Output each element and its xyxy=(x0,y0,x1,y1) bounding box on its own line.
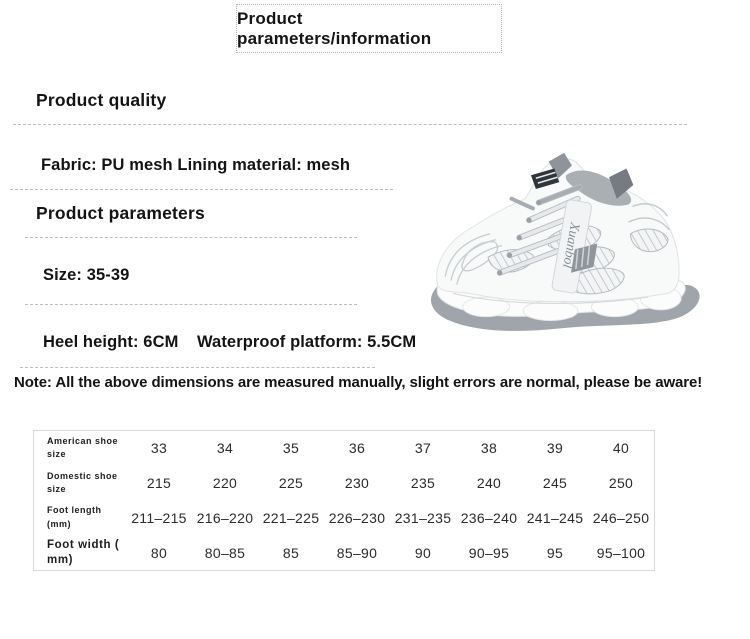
table-cell: 80–85 xyxy=(204,544,246,561)
waterproof-platform-line: Waterproof platform: 5.5CM xyxy=(197,333,417,351)
table-cell: 250 xyxy=(608,475,634,492)
table-cell: 226–230 xyxy=(328,509,386,526)
divider xyxy=(25,304,357,305)
table-cell: 246–250 xyxy=(592,509,650,526)
size-line: Size: 35-39 xyxy=(43,266,130,284)
midsole-seam xyxy=(452,292,649,304)
page-title: Product parameters/information xyxy=(237,8,432,48)
table-cell: 245 xyxy=(542,475,568,492)
heel-tab xyxy=(609,168,634,199)
midsole-lobe xyxy=(462,296,511,318)
table-cell: 95–100 xyxy=(596,544,646,561)
table-cell: 33 xyxy=(150,440,168,457)
table-cell: 38 xyxy=(480,440,498,457)
table-cell: 40 xyxy=(612,440,630,457)
reflective-patch xyxy=(570,243,598,273)
table-cell: 220 xyxy=(212,475,238,492)
table-cell: 225 xyxy=(278,475,304,492)
note-text: Note: All the above dimensions are measu… xyxy=(14,374,703,391)
collar-padding xyxy=(565,170,632,206)
table-cell: 37 xyxy=(414,440,432,457)
page-title-box: Product parameters/information xyxy=(236,4,502,53)
table-cell: 34 xyxy=(216,440,234,457)
table-cell: 230 xyxy=(344,475,370,492)
table-cell: 235 xyxy=(410,475,436,492)
table-cell: 211–215 xyxy=(131,509,187,526)
table-cell: 90–95 xyxy=(468,544,510,561)
midsole-lobe xyxy=(522,300,579,322)
table-cell: 39 xyxy=(546,440,564,457)
product-photo-sneaker: Xuanbol xyxy=(430,152,700,331)
table-cell: 221–225 xyxy=(262,509,320,526)
tongue-label-stripes xyxy=(535,171,558,184)
table-cell: 231–235 xyxy=(394,509,452,526)
divider xyxy=(20,367,375,368)
table-cell: 215 xyxy=(146,475,172,492)
table-cell: 35 xyxy=(282,440,300,457)
divider xyxy=(25,237,357,238)
row-label: American shoe size xyxy=(47,435,119,460)
eyelets xyxy=(497,200,542,276)
row-label: Foot width ( mm) xyxy=(47,538,120,566)
heel-height-line: Heel height: 6CM xyxy=(43,333,179,351)
divider xyxy=(10,189,393,190)
table-cell: 240 xyxy=(476,475,502,492)
table-cell: 241–245 xyxy=(526,509,584,526)
product-parameters-heading: Product parameters xyxy=(36,203,205,223)
table-cell: 85–90 xyxy=(336,544,378,561)
size-table: American shoe size 33 34 35 36 37 38 39 … xyxy=(33,430,655,571)
product-quality-heading: Product quality xyxy=(36,90,167,110)
heel-stitch-lines xyxy=(628,203,671,231)
table-cell: 95 xyxy=(546,544,564,561)
table-cell: 90 xyxy=(414,544,432,561)
table-cell: 236–240 xyxy=(460,509,518,526)
row-label: Domestic shoe size xyxy=(47,470,118,495)
table-cell: 216–220 xyxy=(196,509,254,526)
table-cell: 85 xyxy=(282,544,300,561)
table-cell: 80 xyxy=(150,544,168,561)
divider xyxy=(13,124,687,125)
table-cell: 36 xyxy=(348,440,366,457)
fabric-line: Fabric: PU mesh Lining material: mesh xyxy=(41,156,351,174)
tongue-pull-tab xyxy=(548,152,572,179)
row-label: Foot length (mm) xyxy=(47,505,102,529)
